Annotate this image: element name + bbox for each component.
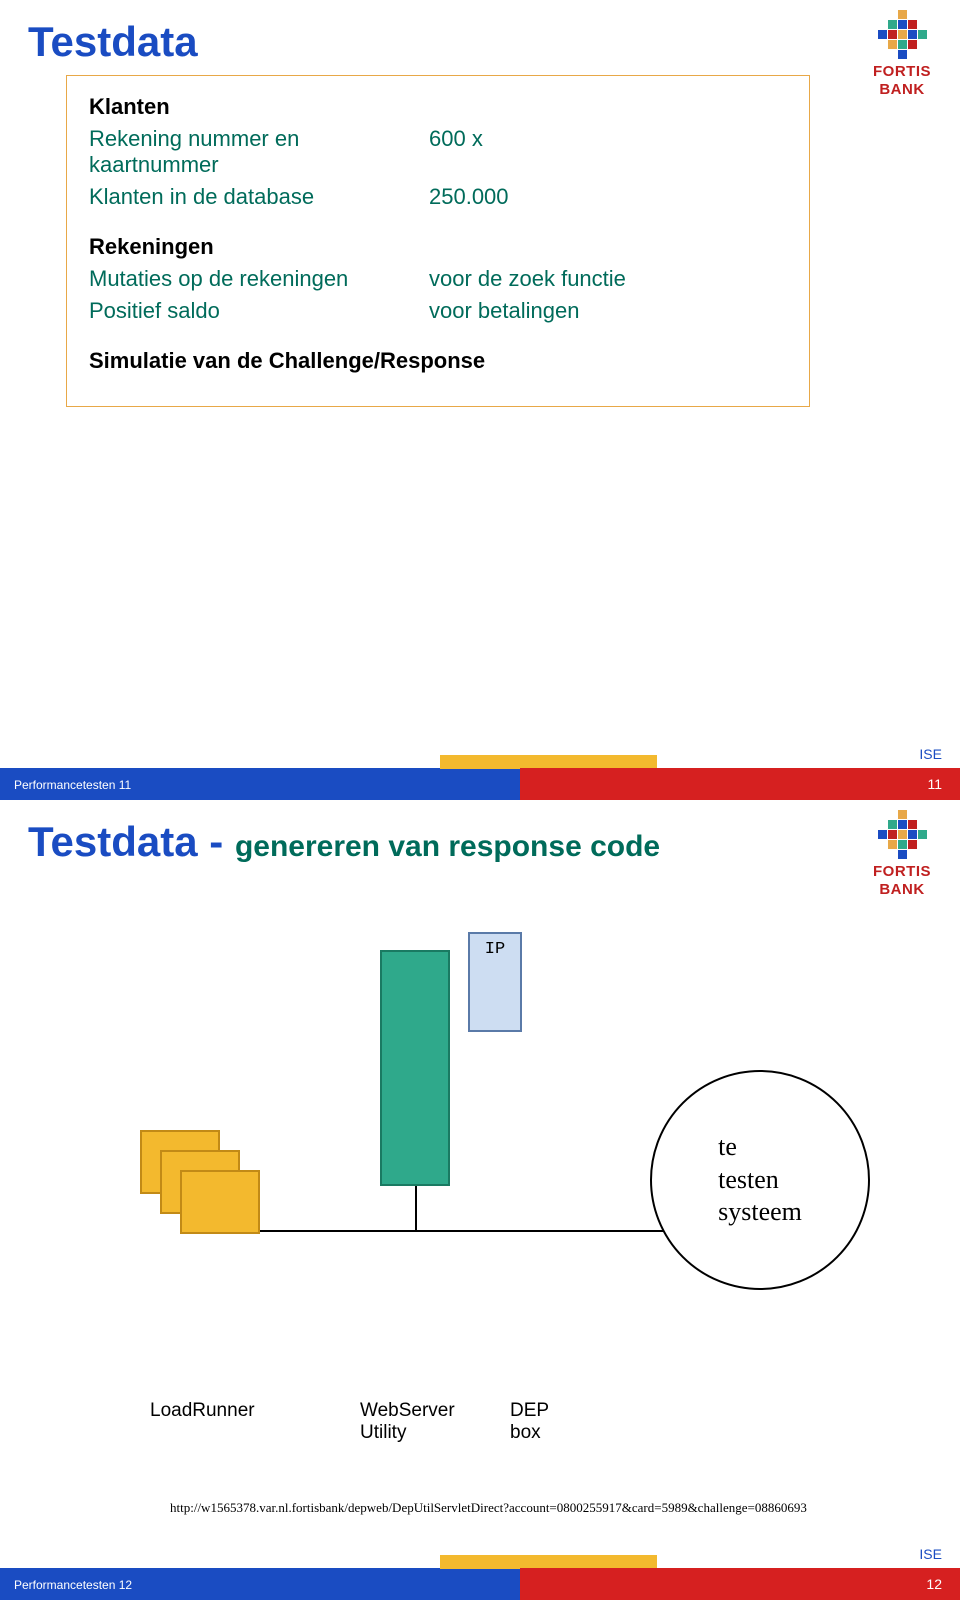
system-under-test-circle: tetestensysteem xyxy=(650,1070,870,1290)
row-3: Mutaties op de rekeningen voor de zoek f… xyxy=(89,266,787,292)
slide-1: Testdata FORTIS BANK Klanten Rekening nu… xyxy=(0,0,960,800)
label-loadrunner: LoadRunner xyxy=(150,1400,255,1422)
label-c3a: DEP xyxy=(510,1400,549,1421)
label-dep: DEP box xyxy=(510,1400,549,1444)
url-text: http://w1565378.var.nl.fortisbank/depweb… xyxy=(170,1500,807,1516)
logo-dots xyxy=(872,10,932,62)
ip-box: IP xyxy=(468,932,522,1032)
footer-text: Performancetesten 11 xyxy=(14,778,131,792)
slide-title: Testdata - genereren van response code xyxy=(28,818,660,866)
row-value: voor betalingen xyxy=(429,298,579,324)
footer-ise: ISE xyxy=(919,746,942,762)
slide-footer: ISE Performancetesten 12 12 xyxy=(0,1556,960,1600)
row-4: Positief saldo voor betalingen xyxy=(89,298,787,324)
diagram: IP tetestensysteem xyxy=(60,920,900,1420)
row-label: Positief saldo xyxy=(89,298,429,324)
heading-rekeningen: Rekeningen xyxy=(89,234,787,260)
row-label: Klanten in de database xyxy=(89,184,429,210)
logo-dots xyxy=(872,810,932,862)
logo-text-2: BANK xyxy=(872,82,932,98)
footer-yellow-bar xyxy=(440,755,660,769)
footer-text: Performancetesten 12 xyxy=(14,1578,132,1592)
label-c2a: WebServer xyxy=(360,1400,455,1421)
slide-2: Testdata - genereren van response code F… xyxy=(0,800,960,1600)
footer-yellow-bar xyxy=(440,1555,660,1569)
row-2: Klanten in de database 250.000 xyxy=(89,184,787,210)
logo-text-1: FORTIS xyxy=(872,64,932,80)
label-webserver: WebServer Utility xyxy=(360,1400,455,1444)
footer-red-bar xyxy=(520,768,960,800)
logo-text-2: BANK xyxy=(872,882,932,898)
fortis-logo: FORTIS BANK xyxy=(872,10,932,98)
logo-text-1: FORTIS xyxy=(872,864,932,880)
fortis-logo: FORTIS BANK xyxy=(872,810,932,898)
row-label: Mutaties op de rekeningen xyxy=(89,266,429,292)
heading-klanten: Klanten xyxy=(89,94,787,120)
heading-simulatie: Simulatie van de Challenge/Response xyxy=(89,348,787,374)
label-c2b: Utility xyxy=(360,1422,406,1443)
slide-title: Testdata xyxy=(28,18,198,66)
footer-red-bar xyxy=(520,1568,960,1600)
content-box: Klanten Rekening nummer en kaartnummer 6… xyxy=(66,75,810,407)
loadrunner-box xyxy=(180,1170,260,1234)
label-c3b: box xyxy=(510,1422,541,1443)
row-value: 600 x xyxy=(429,126,483,178)
footer-slide-number: 12 xyxy=(926,1576,942,1592)
row-label: Rekening nummer en kaartnummer xyxy=(89,126,429,178)
circle-text: tetestensysteem xyxy=(718,1131,802,1229)
title-sub: genereren van response code xyxy=(235,830,660,863)
title-main: Testdata - xyxy=(28,818,235,865)
row-value: 250.000 xyxy=(429,184,509,210)
row-1: Rekening nummer en kaartnummer 600 x xyxy=(89,126,787,178)
slide-footer: ISE Performancetesten 11 11 xyxy=(0,756,960,800)
footer-ise: ISE xyxy=(919,1546,942,1562)
footer-slide-number: 11 xyxy=(927,776,942,792)
row-value: voor de zoek functie xyxy=(429,266,626,292)
webserver-box xyxy=(380,950,450,1186)
